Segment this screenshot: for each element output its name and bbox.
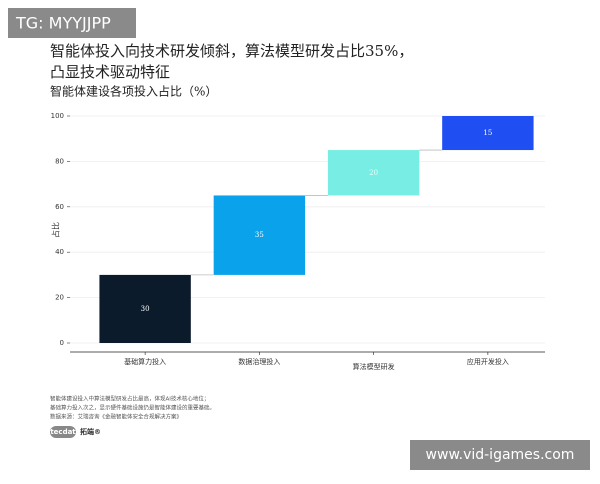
note: 基础算力投入次之，显示硬件基础设施仍是智能体建设的重要基础。 (50, 404, 215, 412)
y-tick-label: 60 (55, 203, 64, 211)
logo-badge (50, 426, 76, 438)
x-tick-label: 应用开发投入 (467, 357, 509, 366)
value-label: 35 (255, 231, 264, 239)
watermark-box (8, 8, 136, 38)
y-tick-label: 40 (55, 248, 64, 256)
bar (99, 274, 191, 343)
watermark-box (410, 440, 590, 470)
y-tick-label: 0 (60, 339, 64, 347)
x-tick-label: 基础算力投入 (124, 357, 166, 366)
y-tick-label: 20 (55, 294, 64, 302)
value-label: 30 (141, 305, 150, 313)
chart-title: 智能体投入向技术研发倾斜，算法模型研发占比35%， (50, 42, 413, 60)
bar (327, 150, 420, 196)
bar (442, 116, 534, 151)
bar (213, 195, 306, 275)
value-label: 20 (369, 169, 378, 177)
value-label: 15 (483, 129, 492, 137)
y-tick-label: 80 (55, 157, 64, 165)
logo-mark: tecdat (50, 428, 76, 436)
watermark: TG: MYYJJPP (15, 14, 111, 33)
x-tick-label: 数据治理投入 (238, 357, 280, 366)
watermark: www.vid-igames.com (426, 447, 575, 463)
y-axis-label: 占比 (51, 222, 61, 238)
note: 数据来源：艾瑞咨询《金融智能体安全合规解决方案》 (50, 413, 182, 421)
logo-text: 拓端® (80, 427, 101, 436)
y-tick-label: 100 (51, 112, 64, 120)
x-tick-label: 算法模型研发 (353, 362, 395, 371)
chart-title: 凸显技术驱动特征 (50, 63, 170, 81)
note: 智能体建设投入中算法模型研发占比最高，体现AI技术核心地位； (50, 395, 209, 403)
chart-subtitle: 智能体建设各项投入占比（%） (50, 84, 217, 99)
